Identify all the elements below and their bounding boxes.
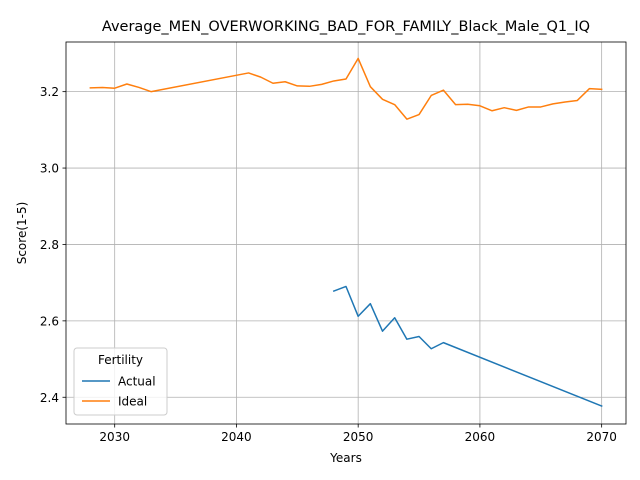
y-tick-label: 2.8 [40,238,59,252]
x-tick-label: 2070 [586,430,617,444]
x-tick-label: 2040 [221,430,252,444]
legend-title: Fertility [98,353,143,367]
series-line-actual [332,285,603,408]
legend-label-ideal: Ideal [118,395,147,409]
y-axis-title: Score(1-5) [15,202,29,265]
axis-ticks: 2030 2040 2050 2060 2070 2.4 2.6 2.8 3.0 3.2 [40,85,617,444]
y-tick-label: 2.4 [40,391,59,405]
x-tick-label: 2060 [465,430,496,444]
y-tick-label: 2.6 [40,314,59,328]
x-tick-label: 2050 [343,430,374,444]
x-axis-title: Years [329,451,362,465]
chart-title: Average_MEN_OVERWORKING_BAD_FOR_FAMILY_B… [102,19,590,35]
y-tick-label: 3.2 [40,85,59,99]
y-tick-label: 3.0 [40,162,59,176]
legend: Fertility Actual Ideal [73,347,168,416]
gridlines [66,42,626,424]
plot-frame [65,41,627,425]
legend-items: Actual Ideal [82,375,156,409]
legend-box [73,347,168,416]
legend-label-actual: Actual [118,375,156,389]
series-layer [89,57,603,408]
series-line-ideal [89,57,603,120]
x-tick-label: 2030 [99,430,130,444]
